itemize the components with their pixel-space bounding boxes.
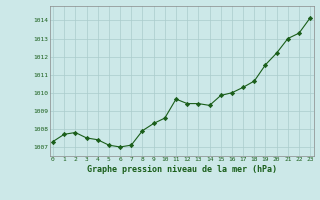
X-axis label: Graphe pression niveau de la mer (hPa): Graphe pression niveau de la mer (hPa) bbox=[87, 165, 276, 174]
